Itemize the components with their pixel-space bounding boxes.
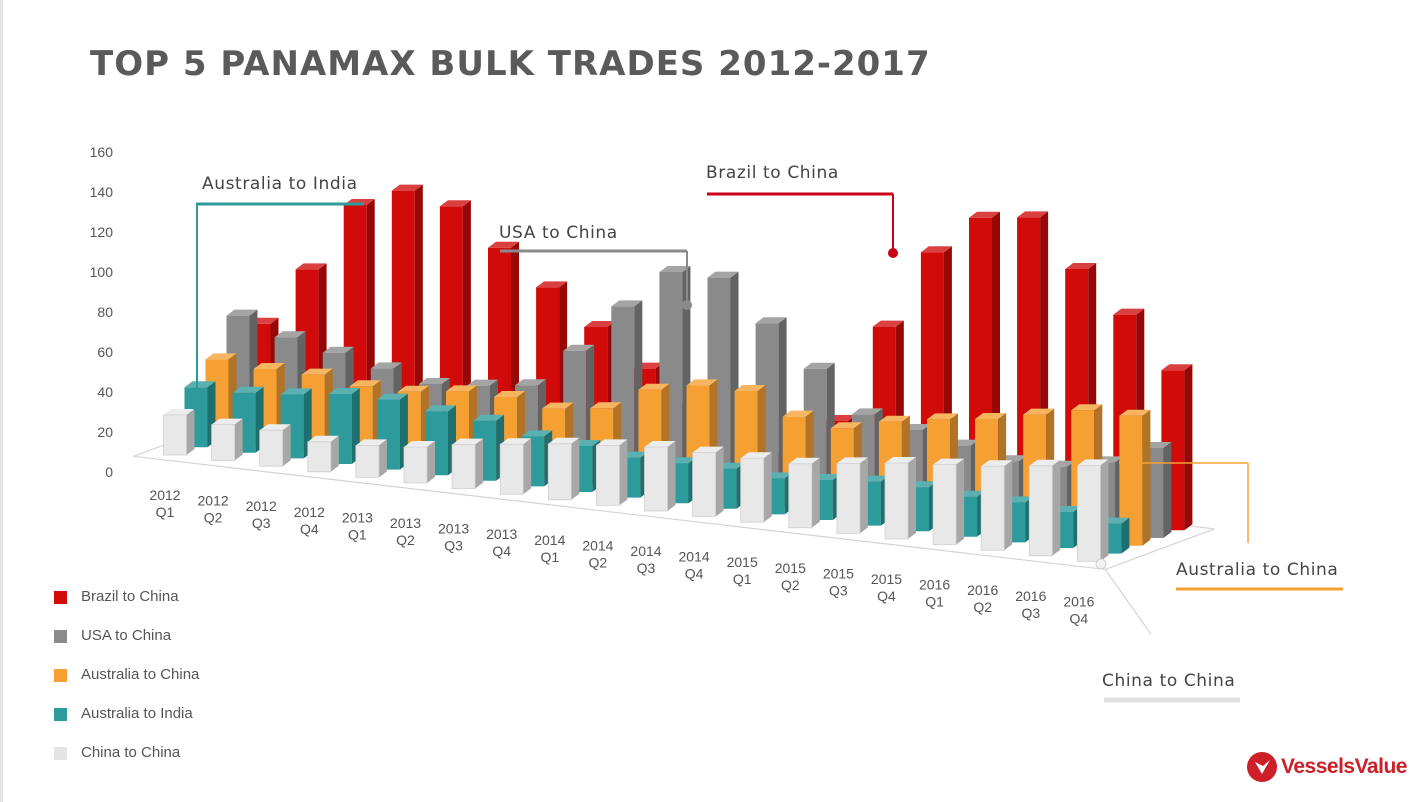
bar — [692, 446, 724, 517]
x-tick-label: 2013 Q1 — [342, 509, 373, 542]
legend-label: China to China — [81, 744, 181, 761]
legend-swatch — [54, 669, 67, 682]
bar — [884, 457, 916, 540]
bar — [788, 457, 820, 529]
y-tick-label: 60 — [97, 344, 113, 360]
annotation-label: Brazil to China — [706, 163, 839, 183]
bar — [547, 437, 580, 501]
bar — [644, 441, 676, 512]
y-tick-label: 80 — [97, 304, 113, 320]
x-axis-labels: 2012 Q1 2012 Q2 2012 Q3 2012 Q4 2013 Q1 2013 Q2 2013… — [149, 487, 1094, 626]
x-tick-label: 2014 Q2 — [582, 537, 613, 570]
bar — [451, 438, 484, 490]
bar — [499, 438, 532, 495]
annotation-marker — [1095, 558, 1107, 570]
legend-swatch — [54, 747, 67, 760]
bar — [932, 458, 965, 545]
floor-edge — [1104, 569, 1152, 635]
left-border — [0, 0, 3, 802]
y-tick-label: 20 — [97, 424, 113, 440]
y-axis-ticks: 0 20 40 60 80 100 120 140 160 — [90, 144, 114, 480]
annotation-marker — [1119, 458, 1129, 468]
bar — [1028, 459, 1061, 557]
legend-item: Australia to China — [54, 666, 294, 705]
x-tick-label: 2015 Q2 — [775, 560, 806, 593]
logo-icon — [1247, 752, 1277, 782]
bar — [596, 439, 628, 506]
annotation-label: China to China — [1102, 671, 1235, 691]
annotation-label: Australia to China — [1176, 560, 1338, 580]
x-tick-label: 2014 Q3 — [630, 543, 661, 576]
annotation-callout: Australia to China — [1119, 458, 1343, 591]
annotation-callout: Australia to India — [192, 174, 364, 411]
x-tick-label: 2013 Q2 — [390, 515, 421, 548]
bar — [836, 457, 868, 534]
x-tick-label: 2014 Q4 — [679, 549, 710, 582]
x-tick-label: 2012 Q3 — [246, 498, 277, 531]
x-tick-label: 2013 Q3 — [438, 521, 469, 554]
legend-swatch — [54, 630, 67, 643]
y-tick-label: 0 — [105, 464, 113, 480]
annotation-callout: USA to China — [499, 223, 692, 310]
legend-label: Brazil to China — [81, 588, 179, 605]
bar — [163, 409, 195, 456]
legend-swatch — [54, 708, 67, 721]
legend-label: Australia to China — [81, 666, 200, 683]
annotation-marker — [888, 248, 898, 258]
y-tick-label: 160 — [90, 144, 114, 160]
legend-item: Brazil to China — [54, 588, 294, 627]
bar — [259, 424, 291, 467]
bar — [211, 418, 243, 462]
legend-item: Australia to India — [54, 705, 294, 744]
y-tick-label: 120 — [90, 224, 114, 240]
legend-swatch — [54, 591, 67, 604]
bar — [1077, 459, 1109, 562]
annotation-label: Australia to India — [202, 174, 358, 194]
annotation-label: USA to China — [499, 223, 618, 243]
legend-label: USA to China — [81, 627, 172, 644]
y-tick-label: 140 — [90, 184, 114, 200]
x-tick-label: 2015 Q4 — [871, 571, 902, 604]
legend-label: Australia to India — [81, 705, 193, 722]
page-title: TOP 5 PANAMAX BULK TRADES 2012-2017 — [90, 44, 931, 84]
bar — [307, 435, 339, 473]
annotation-marker — [682, 300, 692, 310]
x-tick-label: 2016 Q1 — [919, 577, 950, 610]
legend: Brazil to China USA to China Australia t… — [54, 588, 294, 783]
x-tick-label: 2015 Q3 — [823, 565, 854, 598]
x-tick-label: 2014 Q1 — [534, 532, 565, 565]
x-tick-label: 2012 Q4 — [294, 504, 325, 537]
x-tick-label: 2016 Q4 — [1063, 593, 1094, 626]
callouts: Australia to India USA to China Brazil to … — [192, 163, 1343, 703]
bar — [403, 441, 435, 484]
x-tick-label: 2015 Q1 — [727, 554, 758, 587]
bar — [980, 460, 1013, 551]
bar — [355, 439, 387, 478]
annotation-callout: China to China — [1095, 558, 1240, 703]
annotation-callout: Brazil to China — [706, 163, 898, 258]
bar — [740, 452, 772, 523]
annotation-marker — [192, 401, 202, 411]
y-tick-label: 100 — [90, 264, 114, 280]
x-tick-label: 2012 Q2 — [198, 493, 229, 526]
y-tick-label: 40 — [97, 384, 113, 400]
x-tick-label: 2013 Q4 — [486, 526, 517, 559]
x-tick-label: 2016 Q3 — [1015, 588, 1046, 621]
bars — [163, 184, 1193, 562]
legend-item: China to China — [54, 744, 294, 783]
legend-item: USA to China — [54, 627, 294, 666]
brand-logo: VesselsValue — [1247, 752, 1415, 782]
x-tick-label: 2016 Q2 — [967, 582, 998, 615]
x-tick-label: 2012 Q1 — [149, 487, 180, 520]
bar — [1119, 409, 1151, 546]
logo-text: VesselsValue — [1281, 755, 1407, 778]
